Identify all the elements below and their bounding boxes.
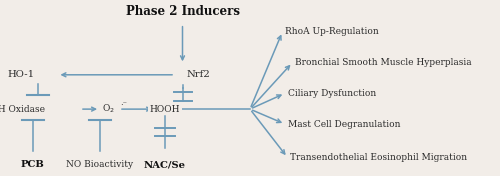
Text: HO-1: HO-1 [8, 70, 35, 79]
Text: HOOH: HOOH [150, 105, 180, 114]
Text: Ciliary Dysfunction: Ciliary Dysfunction [288, 89, 376, 98]
Text: RhoA Up-Regulation: RhoA Up-Regulation [285, 27, 379, 36]
Text: NO Bioactivity: NO Bioactivity [66, 160, 134, 169]
Text: NADPH Oxidase: NADPH Oxidase [0, 105, 45, 114]
Text: Phase 2 Inducers: Phase 2 Inducers [126, 5, 240, 18]
Text: Transendothelial Eosinophil Migration: Transendothelial Eosinophil Migration [290, 153, 467, 162]
Text: ·⁻: ·⁻ [120, 101, 127, 109]
Text: Bronchial Smooth Muscle Hyperplasia: Bronchial Smooth Muscle Hyperplasia [295, 58, 472, 67]
Text: NAC/Se: NAC/Se [144, 160, 186, 169]
Text: Mast Cell Degranulation: Mast Cell Degranulation [288, 120, 400, 129]
Text: O$_2$: O$_2$ [102, 103, 115, 115]
Text: PCB: PCB [20, 160, 44, 169]
Text: Nrf2: Nrf2 [186, 70, 210, 79]
